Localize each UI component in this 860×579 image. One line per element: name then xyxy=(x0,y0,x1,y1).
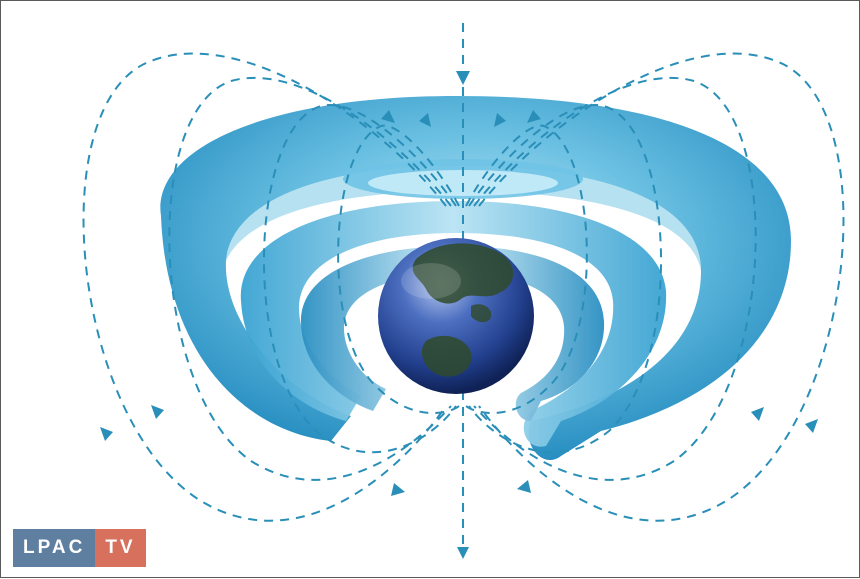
earth-land-islands xyxy=(471,304,492,323)
field-line-right-inner xyxy=(468,103,663,454)
arrow-bottom-right xyxy=(517,480,531,493)
field-arrows xyxy=(100,71,818,496)
arrow-top-left-2 xyxy=(419,113,431,127)
outer-belt xyxy=(160,96,792,461)
field-line-right-mid xyxy=(473,76,757,481)
arrow-top-right-1 xyxy=(527,110,541,123)
arrow-right-1 xyxy=(751,407,764,421)
arrow-top-right-2 xyxy=(494,113,506,127)
earth-land-asia xyxy=(412,243,514,304)
field-line-right-core xyxy=(465,124,588,415)
earth-land-australia xyxy=(421,335,472,377)
field-line-left-core xyxy=(337,124,460,415)
arrow-top xyxy=(456,71,470,85)
arrow-left-1 xyxy=(100,427,113,441)
lpac-tv-logo: LPAC TV xyxy=(13,529,146,567)
field-line-left-outer xyxy=(82,52,447,522)
field-line-right-outer xyxy=(478,52,845,522)
logo-part-tv: TV xyxy=(95,529,146,567)
arrow-right-2 xyxy=(805,419,818,433)
arrow-bottom-left xyxy=(391,483,405,496)
field-line-left-mid xyxy=(168,76,452,481)
earth xyxy=(378,238,534,394)
field-lines xyxy=(82,23,845,559)
arrow-left-2 xyxy=(151,405,164,419)
arrow-top-left-1 xyxy=(381,110,395,123)
logo-part-lpac: LPAC xyxy=(13,529,96,567)
field-line-left-inner xyxy=(262,103,457,454)
